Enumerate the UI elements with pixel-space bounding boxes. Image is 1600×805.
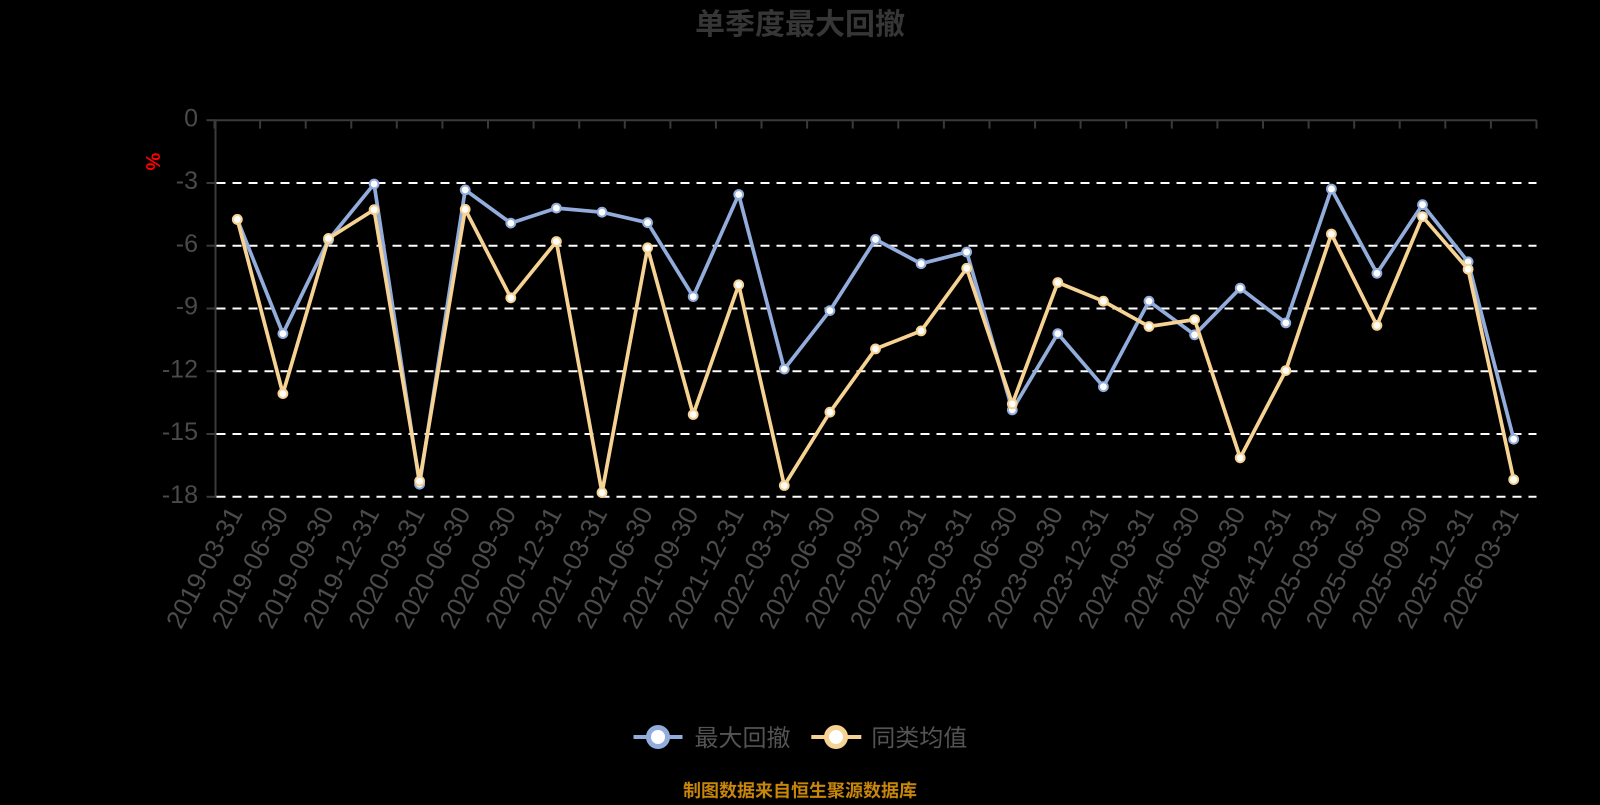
svg-text:-3: -3 — [176, 167, 198, 195]
svg-text:%: % — [141, 153, 163, 171]
svg-text:-18: -18 — [162, 481, 198, 509]
svg-text:0: 0 — [184, 104, 198, 132]
svg-text:-6: -6 — [176, 230, 198, 258]
svg-text:-12: -12 — [162, 355, 198, 383]
svg-text:-15: -15 — [162, 418, 198, 446]
svg-text:-9: -9 — [176, 293, 198, 321]
